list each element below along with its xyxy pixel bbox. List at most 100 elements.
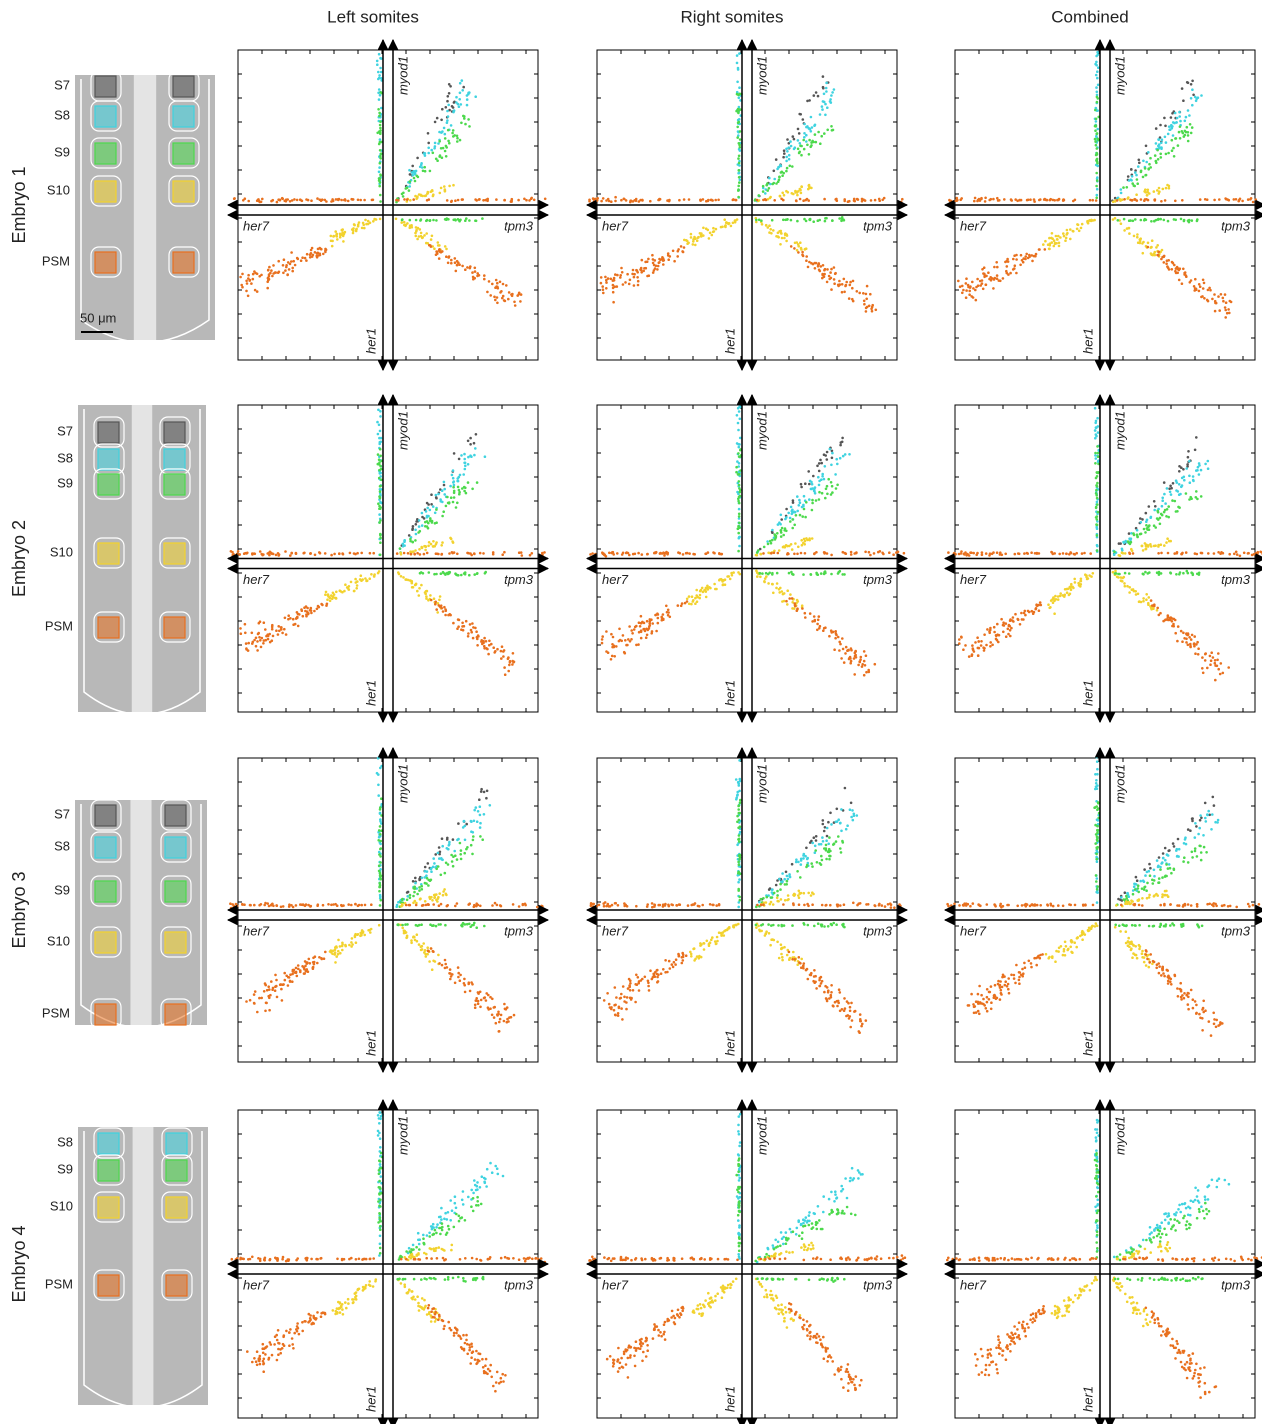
point [772, 591, 775, 595]
point [896, 550, 900, 554]
point [1027, 610, 1031, 614]
point [1053, 612, 1056, 615]
point [1180, 466, 1183, 470]
point [783, 152, 786, 155]
point [793, 247, 796, 250]
point [808, 498, 811, 501]
point [737, 480, 741, 483]
point [840, 216, 844, 219]
point [283, 971, 287, 975]
point [489, 995, 492, 999]
point [452, 489, 456, 493]
point [816, 628, 819, 632]
point [483, 644, 486, 648]
point [463, 457, 467, 461]
point [773, 177, 776, 181]
point [493, 901, 497, 905]
point [766, 540, 769, 543]
point [1157, 552, 1160, 555]
axis-label: her1 [363, 1030, 378, 1056]
point [1235, 553, 1239, 556]
point [513, 304, 517, 307]
point [768, 539, 772, 543]
point [622, 197, 626, 201]
point [825, 216, 828, 220]
point [363, 903, 367, 907]
point [395, 552, 399, 555]
point [813, 618, 817, 622]
point [475, 572, 479, 575]
point [764, 192, 767, 195]
point [1182, 99, 1185, 102]
point [267, 994, 271, 998]
point [1142, 240, 1145, 244]
point [307, 903, 310, 907]
point [443, 966, 447, 970]
point [1008, 624, 1011, 628]
point [321, 903, 325, 907]
point [520, 554, 524, 557]
point [797, 151, 801, 155]
point [1064, 239, 1067, 242]
point [1173, 121, 1176, 125]
point [989, 626, 992, 630]
point [1057, 234, 1060, 238]
point [606, 277, 610, 280]
point [261, 197, 264, 201]
point [1094, 117, 1098, 121]
point [776, 879, 779, 882]
point [373, 218, 377, 221]
point [1146, 198, 1150, 202]
point [354, 581, 358, 584]
point [251, 272, 255, 276]
point [484, 570, 488, 574]
point [864, 306, 868, 310]
point [1123, 229, 1126, 232]
point [1183, 273, 1186, 276]
point [420, 888, 424, 891]
point [659, 258, 662, 262]
point [324, 247, 327, 251]
axis-label: myod1 [1112, 411, 1127, 450]
point [613, 285, 616, 289]
point [253, 288, 257, 292]
point [1149, 516, 1152, 519]
point [819, 265, 823, 268]
point [475, 820, 479, 823]
point [737, 536, 741, 540]
point [983, 200, 987, 203]
point [708, 231, 712, 235]
point [449, 536, 452, 540]
point [1227, 308, 1230, 311]
point [356, 225, 360, 228]
point [435, 508, 438, 511]
point [368, 577, 372, 580]
point [458, 138, 462, 142]
point [433, 120, 437, 124]
point [436, 602, 440, 605]
point [1025, 198, 1029, 202]
point [834, 487, 838, 490]
point [330, 244, 334, 248]
point [423, 876, 427, 879]
point [453, 134, 457, 137]
point [256, 632, 260, 636]
point [1181, 551, 1184, 555]
point [888, 551, 891, 554]
point [464, 486, 467, 490]
point [503, 198, 506, 202]
point [810, 487, 813, 491]
point [1173, 618, 1177, 622]
point [283, 978, 287, 982]
point [404, 187, 408, 190]
region-label: S8 [57, 450, 73, 465]
point [850, 648, 853, 652]
point [482, 790, 486, 794]
point [478, 805, 482, 808]
point [982, 649, 986, 652]
point [651, 258, 655, 261]
point [835, 199, 839, 202]
point [829, 493, 833, 496]
point [411, 540, 415, 544]
point [408, 173, 412, 176]
